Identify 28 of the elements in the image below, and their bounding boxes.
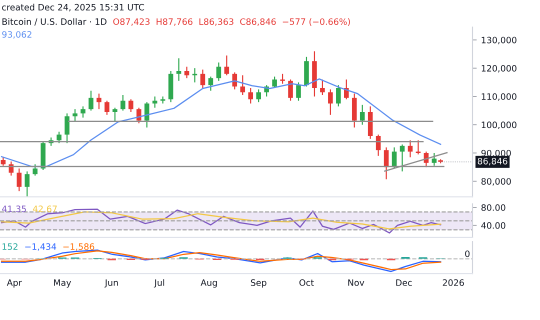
annotation: −1,586 <box>63 243 94 251</box>
text: 152 <box>2 243 18 250</box>
annotation: 86,846 <box>478 158 508 166</box>
x-tick-label: Sep <box>250 279 266 288</box>
ref-line-label: 0 <box>465 250 470 258</box>
y-tick-label: 120,000 <box>482 65 516 73</box>
x-tick-label: Aug <box>200 279 217 288</box>
x-tick-label: Oct <box>299 279 314 286</box>
text: created Dec 24, 2025 15:31 UTC <box>2 4 144 12</box>
y-tick-label: 80,000 <box>481 178 511 186</box>
y-tick-label: 130,000 <box>482 36 516 44</box>
annotation: 93,062 <box>2 31 32 39</box>
x-tick-label: Dec <box>396 279 412 286</box>
x-tick-label: May <box>54 279 72 288</box>
x-tick-label: Jun <box>104 279 118 288</box>
x-tick-label: Jul <box>154 279 164 288</box>
x-tick-label: 2026 <box>442 279 464 286</box>
y-tick-label: 40.00 <box>481 222 506 229</box>
x-tick-label: Nov <box>348 279 364 286</box>
annotation: 41.35 <box>2 206 26 212</box>
annotation: −1,434 <box>25 243 56 251</box>
y-tick-label: 100,000 <box>482 122 516 130</box>
chart-title: Bitcoin / U.S. Dollar · 1D <box>2 18 106 26</box>
y-tick-label: 110,000 <box>482 93 516 101</box>
annotation: 42.67 <box>32 206 57 212</box>
chart-subtitle: O87,423 H87,766 L86,363 C86,846 −577 (−0.66%) <box>113 18 350 26</box>
x-tick-label: Apr <box>6 279 22 288</box>
y-tick-label: 80.00 <box>481 204 506 211</box>
